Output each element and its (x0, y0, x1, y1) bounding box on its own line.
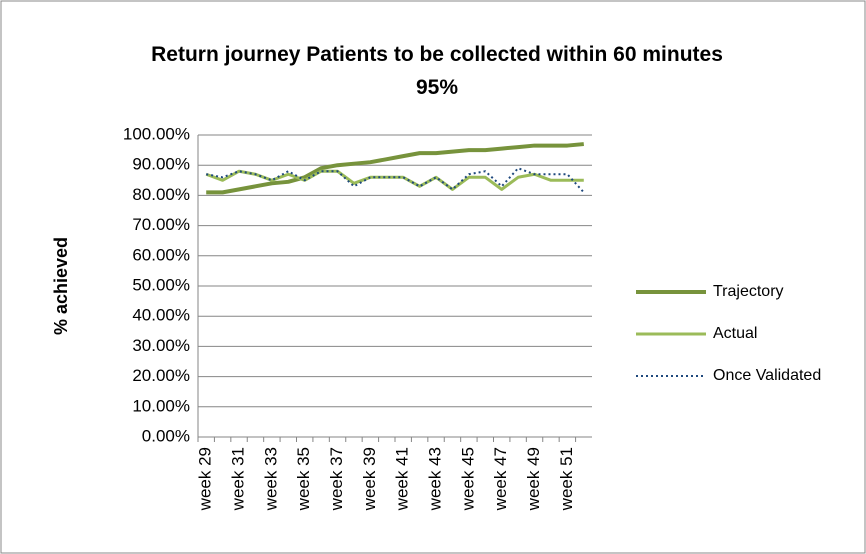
x-tick-label: week 39 (360, 447, 379, 511)
x-tick-label: week 47 (491, 447, 510, 511)
y-axis-label: % achieved (51, 237, 71, 335)
y-tick-label: 20.00% (132, 366, 190, 385)
y-tick-label: 40.00% (132, 306, 190, 325)
chart-title: Return journey Patients to be collected … (151, 43, 723, 99)
x-tick-label: week 35 (294, 447, 313, 511)
y-tick-label: 70.00% (132, 215, 190, 234)
y-tick-label: 100.00% (123, 124, 190, 143)
x-tick-label: week 51 (557, 447, 576, 511)
x-tick-label: week 29 (196, 447, 215, 511)
x-tick-label: week 43 (426, 447, 445, 511)
y-tick-label: 60.00% (132, 245, 190, 264)
legend-label: Actual (713, 325, 757, 342)
line-series (206, 167, 585, 194)
y-tick-label: 0.00% (142, 426, 190, 445)
x-tick-label: week 49 (524, 447, 543, 511)
y-tick-label: 10.00% (132, 396, 190, 415)
x-tick-label: week 33 (261, 447, 280, 511)
y-tick-label: 30.00% (132, 336, 190, 355)
x-tick-label: week 41 (393, 447, 412, 511)
y-tick-label: 90.00% (132, 155, 190, 174)
legend-label: Once Validated (713, 367, 821, 384)
line-series (206, 142, 584, 195)
x-tick-label: week 37 (327, 447, 346, 511)
legend-label: Trajectory (713, 283, 784, 300)
y-tick-label: 50.00% (132, 275, 190, 294)
y-tick-label: 80.00% (132, 185, 190, 204)
x-tick-label: week 31 (229, 447, 248, 511)
x-tick-label: week 45 (458, 447, 477, 511)
